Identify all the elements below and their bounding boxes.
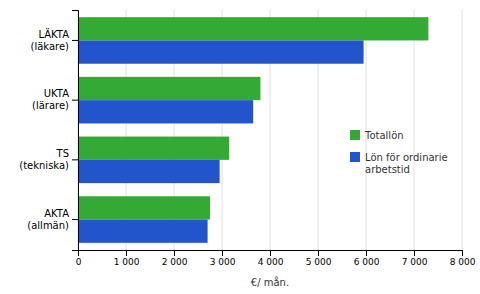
chart-container: 0 1 000 2 000 3 000 4 000 5 000 6 000 7 000 8 00…	[0, 0, 480, 294]
bar	[78, 160, 220, 183]
bar	[78, 137, 229, 160]
tick-label: LÄKTA(läkare)	[31, 28, 70, 52]
legend-label: Lön för ordinariearbetstid	[365, 152, 448, 175]
tick-label: UKTA(lärare)	[32, 88, 69, 111]
tick: 4 000	[258, 250, 284, 267]
tick: AKTA(allmän)	[27, 208, 78, 231]
tick-label: 4 000	[258, 257, 284, 267]
tick-label: 0	[76, 257, 82, 267]
tick-mark	[126, 250, 127, 256]
grid-line	[462, 10, 463, 250]
tick-mark	[270, 250, 271, 256]
tick-label: 1 000	[114, 257, 140, 267]
tick-mark	[72, 40, 78, 41]
tick: 1 000	[114, 250, 140, 267]
tick: TS(tekniska)	[19, 148, 78, 171]
tick: 2 000	[162, 250, 188, 267]
axis-line	[79, 251, 463, 257]
tick-mark	[462, 250, 463, 256]
axis-line	[72, 11, 79, 251]
tick: UKTA(lärare)	[32, 88, 78, 111]
tick: LÄKTA(läkare)	[31, 28, 79, 52]
tick-label: 6 000	[354, 257, 380, 267]
legend-swatch	[350, 152, 360, 162]
tick-mark	[366, 250, 367, 256]
tick-mark	[222, 250, 223, 256]
legend-item: Totallön	[350, 130, 404, 141]
bars	[78, 17, 428, 243]
tick: 7 000	[402, 250, 428, 267]
x-axis: 0 1 000 2 000 3 000 4 000 5 000 6 000 7 000 8 00…	[76, 250, 476, 267]
tick-mark	[72, 100, 78, 101]
legend: Totallön Lön för ordinariearbetstid	[350, 130, 448, 175]
series	[78, 40, 364, 242]
tick-label: 3 000	[210, 257, 236, 267]
tick: 0	[76, 250, 82, 267]
tick: 3 000	[210, 250, 236, 267]
tick: 6 000	[354, 250, 380, 267]
grid	[78, 10, 462, 250]
bar	[78, 196, 210, 219]
tick-label: 8 000	[450, 257, 476, 267]
x-axis-label: €/ mån.	[251, 276, 289, 288]
tick-label: 5 000	[306, 257, 332, 267]
tick-mark	[414, 250, 415, 256]
bar	[78, 220, 208, 243]
grid-line	[414, 10, 415, 250]
tick: 8 000	[450, 250, 476, 267]
chart: 0 1 000 2 000 3 000 4 000 5 000 6 000 7 000 8 00…	[0, 0, 480, 294]
series	[78, 17, 428, 219]
bar	[78, 77, 260, 100]
legend-label: Totallön	[364, 130, 404, 141]
tick-label: AKTA(allmän)	[27, 208, 69, 231]
bar	[78, 17, 428, 40]
y-axis: LÄKTA(läkare) UKTA(lärare) TS(tekniska) AKT…	[19, 11, 78, 251]
bar	[78, 100, 253, 123]
bar	[78, 40, 364, 63]
legend-item: Lön för ordinariearbetstid	[350, 152, 448, 175]
tick-label: TS(tekniska)	[19, 148, 69, 171]
legend-swatch	[350, 130, 360, 140]
tick-mark	[174, 250, 175, 256]
tick-label: 7 000	[402, 257, 428, 267]
plot: 0 1 000 2 000 3 000 4 000 5 000 6 000 7 000 8 00…	[19, 10, 475, 267]
tick-mark	[318, 250, 319, 256]
tick: 5 000	[306, 250, 332, 267]
tick-mark	[72, 219, 78, 220]
tick-mark	[72, 159, 78, 160]
tick-label: 2 000	[162, 257, 188, 267]
